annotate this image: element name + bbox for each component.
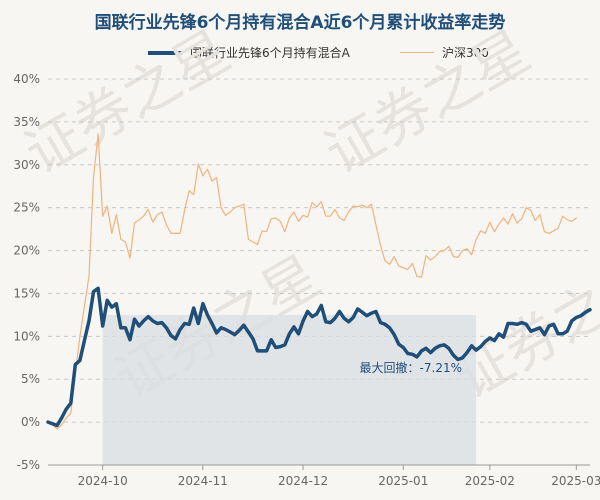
fund-line[interactable]	[46, 286, 592, 428]
x-tick-label: 2025-02	[465, 474, 515, 488]
y-tick-label: 20%	[13, 244, 40, 258]
y-tick-label: 40%	[13, 72, 40, 86]
x-tick-label: 2024-12	[278, 474, 328, 488]
x-tick-label: 2025-01	[378, 474, 428, 488]
x-tick-label: 2024-11	[178, 474, 228, 488]
y-tick-label: -5%	[17, 458, 40, 472]
watermark-text: 证券之星	[15, 19, 241, 187]
y-tick-label: 0%	[21, 415, 40, 429]
y-tick-label: 5%	[21, 372, 40, 386]
legend-item-index[interactable]: 沪深300	[400, 44, 489, 61]
y-tick-label: 10%	[13, 329, 40, 343]
legend-item-fund[interactable]: 国联行业先锋6个月持有混合A	[148, 44, 350, 61]
legend-swatch-fund	[148, 50, 182, 55]
x-tick-label: 2024-10	[78, 474, 128, 488]
legend-label-index: 沪深300	[442, 46, 489, 60]
legend-label-fund: 国联行业先锋6个月持有混合A	[190, 46, 350, 60]
drawdown-label: 最大回撤：-7.21%	[360, 360, 462, 375]
y-tick-label: 35%	[13, 115, 40, 129]
legend: 国联行业先锋6个月持有混合A 沪深300	[0, 44, 600, 64]
chart-title: 国联行业先锋6个月持有混合A近6个月累计收益率走势	[94, 13, 506, 33]
legend-swatch-index	[400, 52, 434, 53]
watermark-text: 证券之星	[315, 19, 541, 187]
y-tick-label: 30%	[13, 158, 40, 172]
y-tick-label: 25%	[13, 201, 40, 215]
x-tick-label: 2025-03	[551, 474, 600, 488]
drawdown-area	[102, 314, 477, 465]
y-tick-label: 15%	[13, 286, 40, 300]
index-line[interactable]	[47, 133, 577, 430]
